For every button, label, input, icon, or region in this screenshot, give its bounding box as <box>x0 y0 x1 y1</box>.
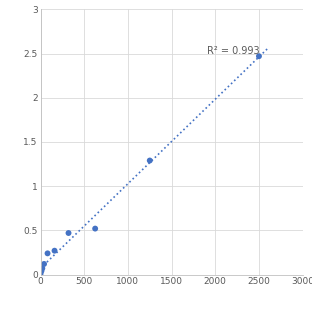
Point <box>38 271 43 276</box>
Point <box>93 226 98 231</box>
Point <box>66 231 71 236</box>
Point <box>45 251 50 256</box>
Point <box>256 54 261 59</box>
Point <box>52 248 57 253</box>
Point <box>147 158 152 163</box>
Text: R² = 0.993: R² = 0.993 <box>207 46 259 56</box>
Point <box>39 269 44 274</box>
Point <box>40 266 45 271</box>
Point <box>41 261 46 266</box>
